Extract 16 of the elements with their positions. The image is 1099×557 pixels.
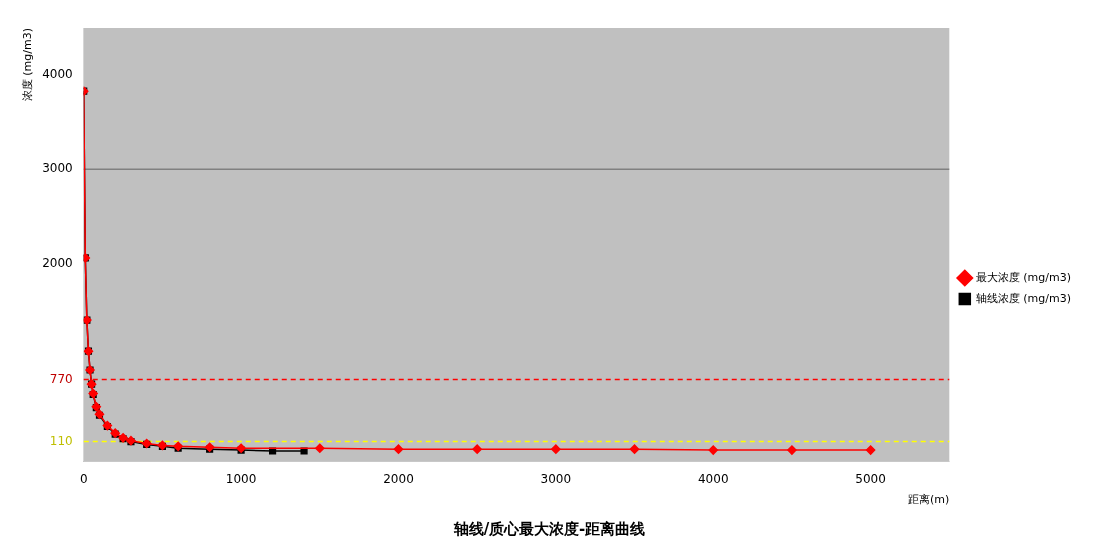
x-tick-label: 5000	[855, 471, 886, 486]
y-tick-label: 110	[49, 433, 73, 448]
x-tick-label: 4000	[697, 471, 729, 486]
x-tick-label: 0	[79, 471, 88, 486]
y-tick-label: 770	[49, 371, 73, 386]
x-tick-label: 1000	[225, 471, 257, 486]
x-tick-label: 2000	[383, 471, 414, 486]
x-tick-label: 3000	[540, 471, 572, 486]
text: 轴线/质心最大浓度-距离曲线	[452, 519, 646, 538]
x-axis-title: 距离(m)	[907, 493, 950, 507]
legend-label: 最大浓度 (mg/m3)	[975, 270, 1072, 284]
y-axis-title: 浓度 (mg/m3)	[21, 28, 35, 102]
y-tick-label: 3000	[42, 161, 73, 176]
y-tick-label: 2000	[42, 255, 73, 270]
legend-label: 轴线浓度 (mg/m3)	[975, 291, 1072, 305]
y-tick-label: 4000	[42, 67, 73, 82]
